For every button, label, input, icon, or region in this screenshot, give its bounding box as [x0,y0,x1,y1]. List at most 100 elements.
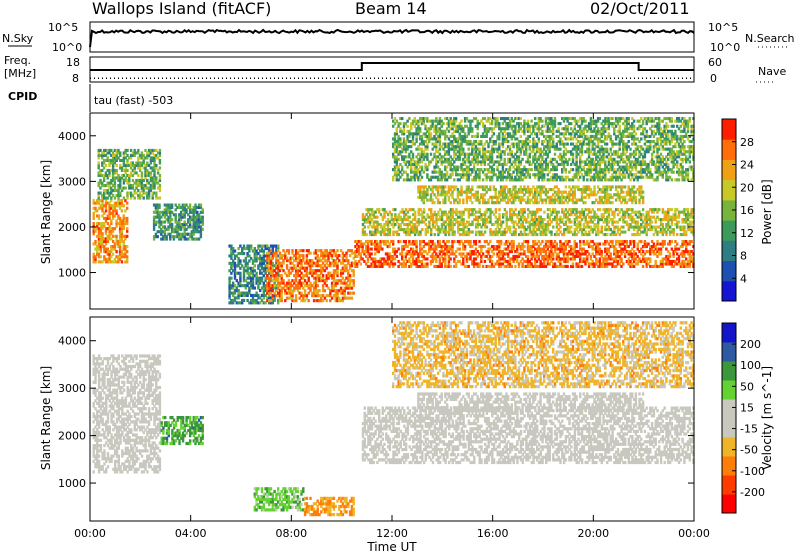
heatmap-cell [555,223,559,227]
heatmap-cell [92,199,95,203]
heatmap-cell [246,252,249,256]
heatmap-cell [266,286,269,290]
heatmap-cell [376,223,379,227]
heatmap-cell [251,261,255,265]
heatmap-cell [566,230,569,234]
heatmap-cell [631,225,634,229]
heatmap-cell [120,168,124,172]
heatmap-cell [672,228,675,232]
heatmap-cell [500,225,503,229]
heatmap-cell [287,296,291,300]
heatmap-cell [597,233,600,237]
heatmap-cell [185,222,188,226]
heatmap-cell [586,233,589,237]
heatmap-cell [471,210,474,214]
heatmap-cell [188,205,192,209]
heatmap-cell [194,215,197,219]
heatmap-cell [410,254,413,258]
heatmap-cell [519,208,523,212]
heatmap-cell [343,264,346,268]
heatmap-cell [647,257,650,261]
heatmap-cell [275,279,278,283]
heatmap-cell [605,250,609,254]
heatmap-cell [160,237,163,241]
heatmap-cell [108,181,111,185]
heatmap-cell [665,257,668,261]
heatmap-cell [641,264,645,268]
heatmap-cell [426,242,429,246]
heatmap-cell [108,257,111,261]
heatmap-cell [108,206,111,210]
heatmap-cell [277,266,280,270]
heatmap-cell [448,220,451,224]
heatmap-cell [667,250,670,254]
heatmap-cell [611,230,614,234]
heatmap-cell [460,240,463,244]
heatmap-cell [187,213,190,217]
heatmap-cell [314,286,318,290]
heatmap-cell [110,260,113,264]
heatmap-cell [490,254,494,258]
heatmap-cell [401,245,404,249]
heatmap-cell [156,196,160,200]
heatmap-cell [458,233,462,237]
heatmap-cell [690,257,693,261]
heatmap-cell [439,230,442,234]
heatmap-cell [575,245,578,249]
heatmap-cell [129,161,133,165]
heatmap-cell [584,257,587,261]
heatmap-cell [401,208,404,212]
heatmap-cell [453,223,456,227]
heatmap-cell [165,208,168,212]
heatmap-cell [255,291,258,295]
heatmap-cell [659,259,663,263]
heatmap-cell [503,208,507,212]
heatmap-cell [507,254,510,258]
heatmap-cell [546,223,550,227]
heatmap-cell [149,161,153,165]
heatmap-cell [271,256,274,260]
heatmap-cell [294,256,298,260]
heatmap-cell [483,213,487,217]
heatmap-cell [101,161,104,165]
heatmap-cell [277,269,280,273]
heatmap-cell [117,196,120,200]
heatmap-cell [314,249,318,253]
heatmap-cell [269,289,273,293]
heatmap-cell [110,206,113,210]
heatmap-cell [460,210,463,214]
heatmap-cell [350,251,354,255]
heatmap-cell [530,264,533,268]
heatmap-cell [550,240,553,244]
heatmap-cell [293,299,296,303]
heatmap-cell [280,279,283,283]
heatmap-cell [271,274,274,278]
heatmap-cell [507,245,510,249]
heatmap-cell [428,208,431,212]
heatmap-cell [589,254,593,258]
heatmap-cell [178,215,181,219]
heatmap-cell [395,215,399,219]
heatmap-cell [571,262,575,266]
heatmap-cell [573,230,577,234]
heatmap-cell [406,259,409,263]
heatmap-cell [496,240,499,244]
heatmap-cell [343,281,346,285]
heatmap-cell [239,281,242,285]
heatmap-cell [334,299,337,303]
heatmap-cell [264,284,267,288]
heatmap-cell [312,291,316,295]
nsearch-label: N.Search [745,32,795,45]
heatmap-cell [135,161,138,165]
heatmap-cell [597,225,600,229]
heatmap-cell [381,218,384,222]
heatmap-cell [250,244,253,248]
heatmap-cell [636,233,639,237]
heatmap-cell [613,264,616,268]
heatmap-cell [280,276,283,280]
heatmap-cell [446,218,449,222]
heatmap-cell [106,227,109,231]
heatmap-cell [156,203,159,207]
heatmap-cell [406,228,410,232]
heatmap-cell [627,215,630,219]
